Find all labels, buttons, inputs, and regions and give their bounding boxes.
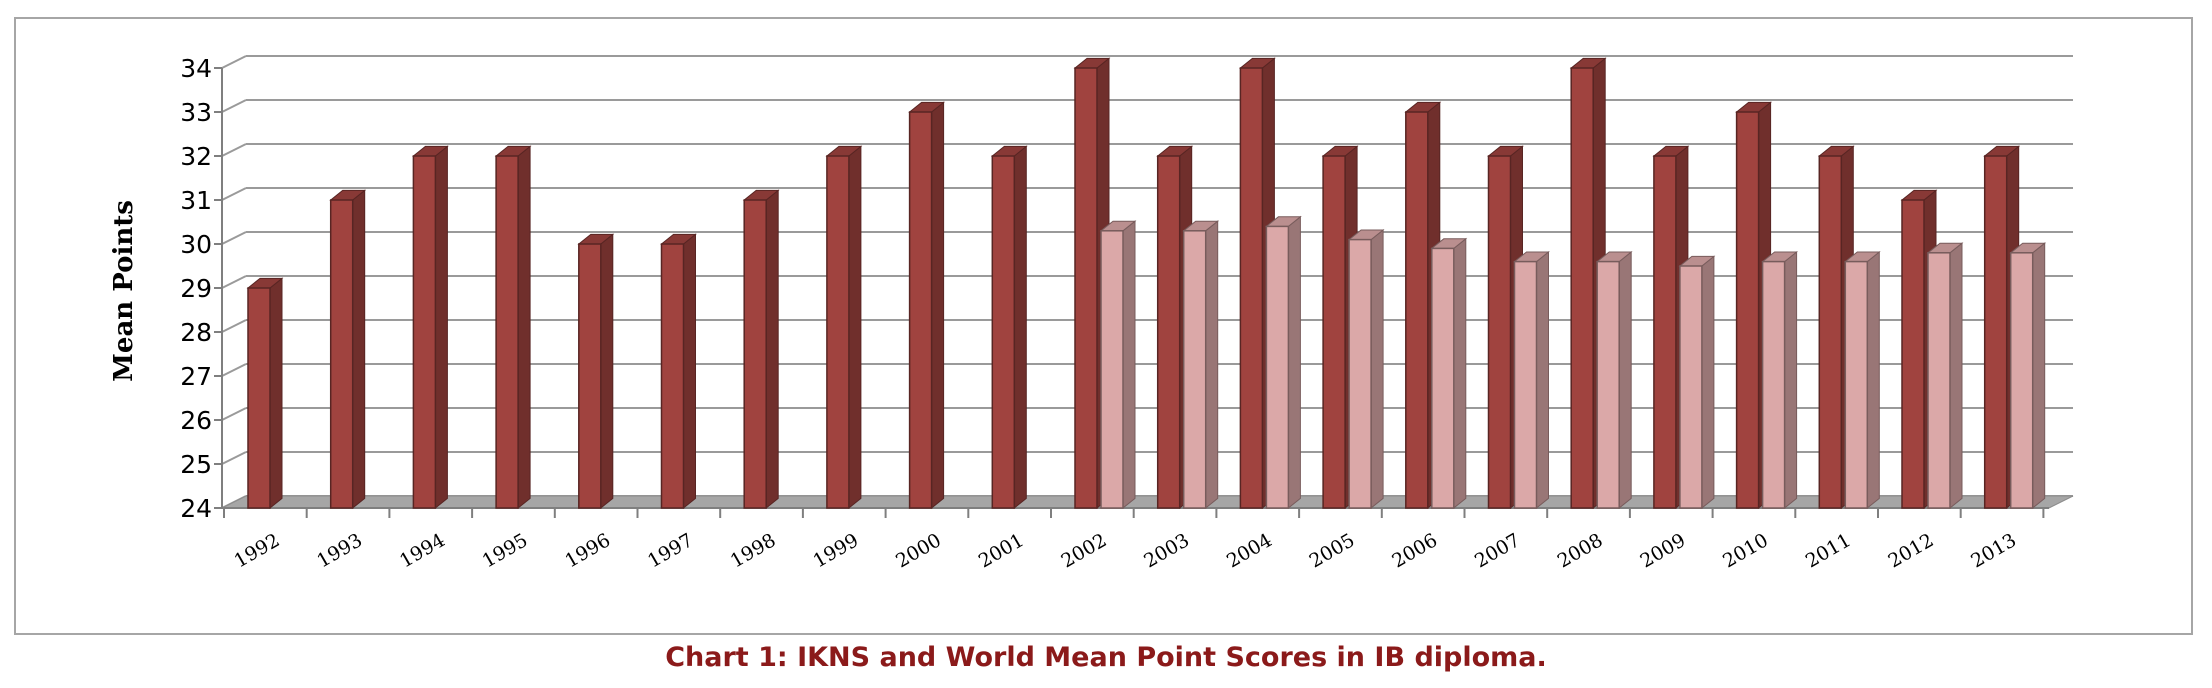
bar-series-1 [1817,145,1855,510]
y-tick-label: 25 [180,450,212,479]
bar-series-2 [1843,250,1881,510]
x-tick-label: 2011 [1802,529,1855,572]
x-tick-label: 1998 [727,529,780,572]
x-tick-label: 2005 [1306,529,1359,572]
x-tick-label: 2006 [1388,529,1441,572]
x-tick-label: 2013 [1967,529,2020,572]
bar-series-1 [329,189,367,510]
bar-series-2 [1099,220,1137,510]
y-tick-label: 26 [180,406,212,435]
bar-series-1 [577,233,615,510]
x-tick-label: 2003 [1140,529,1193,572]
bar-series-1 [494,145,532,510]
y-tick-label: 32 [180,142,212,171]
bar-series-1 [908,101,946,510]
bars [246,57,2047,510]
x-tick-label: 2004 [1223,529,1276,572]
bar-series-1 [660,233,697,510]
bar-series-2 [1513,250,1550,510]
gridline [221,55,2073,69]
x-tick-label: 2007 [1471,529,1524,572]
x-tick-label: 2001 [975,529,1028,572]
x-tick-label: 1997 [644,529,697,572]
y-tick-label: 29 [180,274,212,303]
x-tick-label: 2008 [1554,529,1607,572]
gridline [221,99,2073,113]
x-tick-label: 1992 [231,529,284,572]
bar-series-1 [990,145,1028,510]
x-tick-label: 2009 [1636,529,1689,572]
bar-series-2 [1430,237,1468,510]
x-tick-label: 1994 [396,529,449,572]
y-tick-label: 30 [180,230,212,259]
y-tick-label: 27 [180,362,212,391]
chart-caption: Chart 1: IKNS and World Mean Point Score… [665,642,1547,673]
y-tick-label: 28 [180,318,212,347]
x-tick-label: 1999 [809,529,862,572]
bar-series-2 [1678,255,1716,510]
bar-series-1 [825,145,863,510]
bar-series-2 [1347,228,1385,510]
y-tick-label: 33 [180,98,212,127]
bar-series-2 [1926,242,1964,510]
x-tick-label: 1995 [479,529,532,572]
bar-series-2 [1595,250,1633,510]
y-axis-title: Mean Points [109,200,139,382]
x-tick-label: 2000 [892,529,945,572]
bar-series-2 [1264,215,1302,510]
x-tick-label: 2012 [1885,529,1938,572]
bar-series-2 [1182,220,1220,510]
x-axis-ticks: 1992 1993 1994 1995 1996 1997 1998 1999 2000 2001… [223,508,2045,572]
bar-series-2 [1761,250,1799,510]
y-axis-ticks: 24 25 26 27 28 29 30 31 32 33 34 [180,54,222,523]
bar-series-1 [246,277,284,510]
y-tick-label: 24 [180,494,212,523]
y-tick-label: 34 [180,54,212,83]
x-tick-label: 1996 [561,529,614,572]
x-tick-label: 1993 [313,529,366,572]
bar-series-2 [2009,242,2047,510]
y-tick-label: 31 [180,186,212,215]
bar-series-1 [742,189,780,510]
x-tick-label: 2002 [1058,529,1111,572]
bar-series-1 [411,145,449,510]
x-tick-label: 2010 [1719,529,1772,572]
